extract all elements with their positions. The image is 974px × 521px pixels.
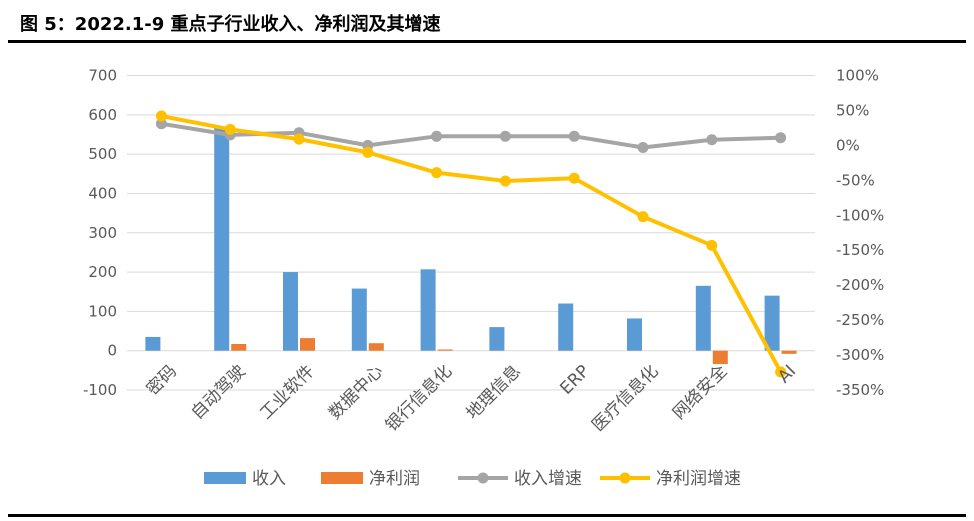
category-label: ERP <box>556 361 593 398</box>
revenue-bar <box>695 285 711 351</box>
category-label: 自动驾驶 <box>188 361 250 423</box>
legend-marker <box>477 472 489 484</box>
category-label: 密码 <box>143 361 181 399</box>
left-axis-ticks: 700 600 500 400 300 200 100 0 -100 <box>83 67 117 400</box>
legend-swatch <box>204 472 246 484</box>
net-profit-growth-marker <box>293 133 305 145</box>
net-profit-growth-marker <box>431 167 443 179</box>
net-profit-bar <box>368 343 384 351</box>
revenue-growth-marker <box>568 130 580 142</box>
net-profit-growth-marker <box>568 172 580 184</box>
category-label: 工业软件 <box>256 361 318 423</box>
left-axis-tick-label: 200 <box>88 263 117 281</box>
net-profit-growth-marker <box>499 175 511 187</box>
left-axis-tick-label: 600 <box>88 106 117 124</box>
net-profit-growth-marker <box>224 123 236 135</box>
legend-swatch <box>321 472 363 484</box>
revenue-growth-line <box>161 121 781 150</box>
revenue-growth-marker <box>775 132 787 144</box>
right-axis-tick-label: -250% <box>836 311 884 329</box>
net-profit-growth-marker <box>706 239 718 251</box>
top-rule <box>8 40 966 43</box>
revenue-growth-marker <box>155 118 167 130</box>
left-axis-tick-label: 300 <box>88 224 117 242</box>
left-axis-tick-label: 100 <box>88 302 117 320</box>
category-label: 银行信息化 <box>382 361 456 435</box>
net-profit-growth-marker <box>362 146 374 158</box>
bottom-rule <box>8 514 966 517</box>
left-axis-tick-label: 0 <box>107 342 117 360</box>
right-axis-tick-label: -350% <box>836 381 884 399</box>
category-label: 数据中心 <box>325 361 387 423</box>
revenue-bar <box>420 269 436 351</box>
net-profit-growth-marker <box>775 366 787 378</box>
right-axis-tick-label: 100% <box>836 67 879 85</box>
revenue-growth-marker <box>499 130 511 142</box>
legend-marker <box>619 472 631 484</box>
left-axis-tick-label: 500 <box>88 145 117 163</box>
revenue-growth-marker <box>637 141 649 153</box>
category-label: 网络安全 <box>669 361 731 423</box>
revenue-growth-marker <box>431 130 443 142</box>
net-profit-bar <box>231 344 247 351</box>
category-label: 地理信息 <box>463 361 525 423</box>
net-profit-bar <box>781 350 797 354</box>
right-axis-tick-label: -150% <box>836 241 884 259</box>
figure-title: 图 5：2022.1-9 重点子行业收入、净利润及其增速 <box>20 14 441 35</box>
revenue-bar <box>489 327 505 351</box>
revenue-bar <box>145 336 161 351</box>
revenue-bar <box>351 288 367 351</box>
legend-label: 净利润 <box>369 469 420 489</box>
net-profit-growth-marker <box>155 110 167 122</box>
net-profit-growth-marker <box>637 211 649 223</box>
legend-label: 收入 <box>252 469 286 489</box>
revenue-bar <box>627 318 642 351</box>
revenue-bar <box>764 295 780 351</box>
revenue-bar <box>558 303 574 351</box>
revenue-bar <box>283 272 298 351</box>
net-profit-growth-line <box>161 114 783 373</box>
left-axis-tick-label: 400 <box>88 184 117 202</box>
gridlines <box>127 75 815 391</box>
right-axis-tick-label: 0% <box>836 136 860 154</box>
right-axis-tick-label: -300% <box>836 346 884 364</box>
revenue-bar <box>214 126 230 351</box>
right-axis-tick-label: -100% <box>836 206 884 224</box>
right-axis-tick-label: 50% <box>836 101 869 119</box>
net-profit-bar <box>712 350 728 365</box>
category-label: 医疗信息化 <box>588 361 662 435</box>
right-axis-tick-label: -50% <box>836 171 875 189</box>
legend: 收入 净利润 收入增速 净利润增速 <box>204 469 741 489</box>
legend-label: 净利润增速 <box>656 469 741 489</box>
net-profit-bar <box>300 338 315 351</box>
right-axis-ticks: 100% 50% 0% -50% -100% -150% -200% -250% -300% -3… <box>836 67 884 400</box>
left-axis-tick-label: 700 <box>88 67 117 85</box>
legend-label: 收入增速 <box>514 469 582 489</box>
line-series <box>155 110 787 378</box>
revenue-growth-marker <box>706 134 718 146</box>
left-axis-tick-label: -100 <box>83 381 117 399</box>
bar-series <box>145 126 797 365</box>
right-axis-tick-label: -200% <box>836 276 884 294</box>
net-profit-bar <box>437 349 453 351</box>
